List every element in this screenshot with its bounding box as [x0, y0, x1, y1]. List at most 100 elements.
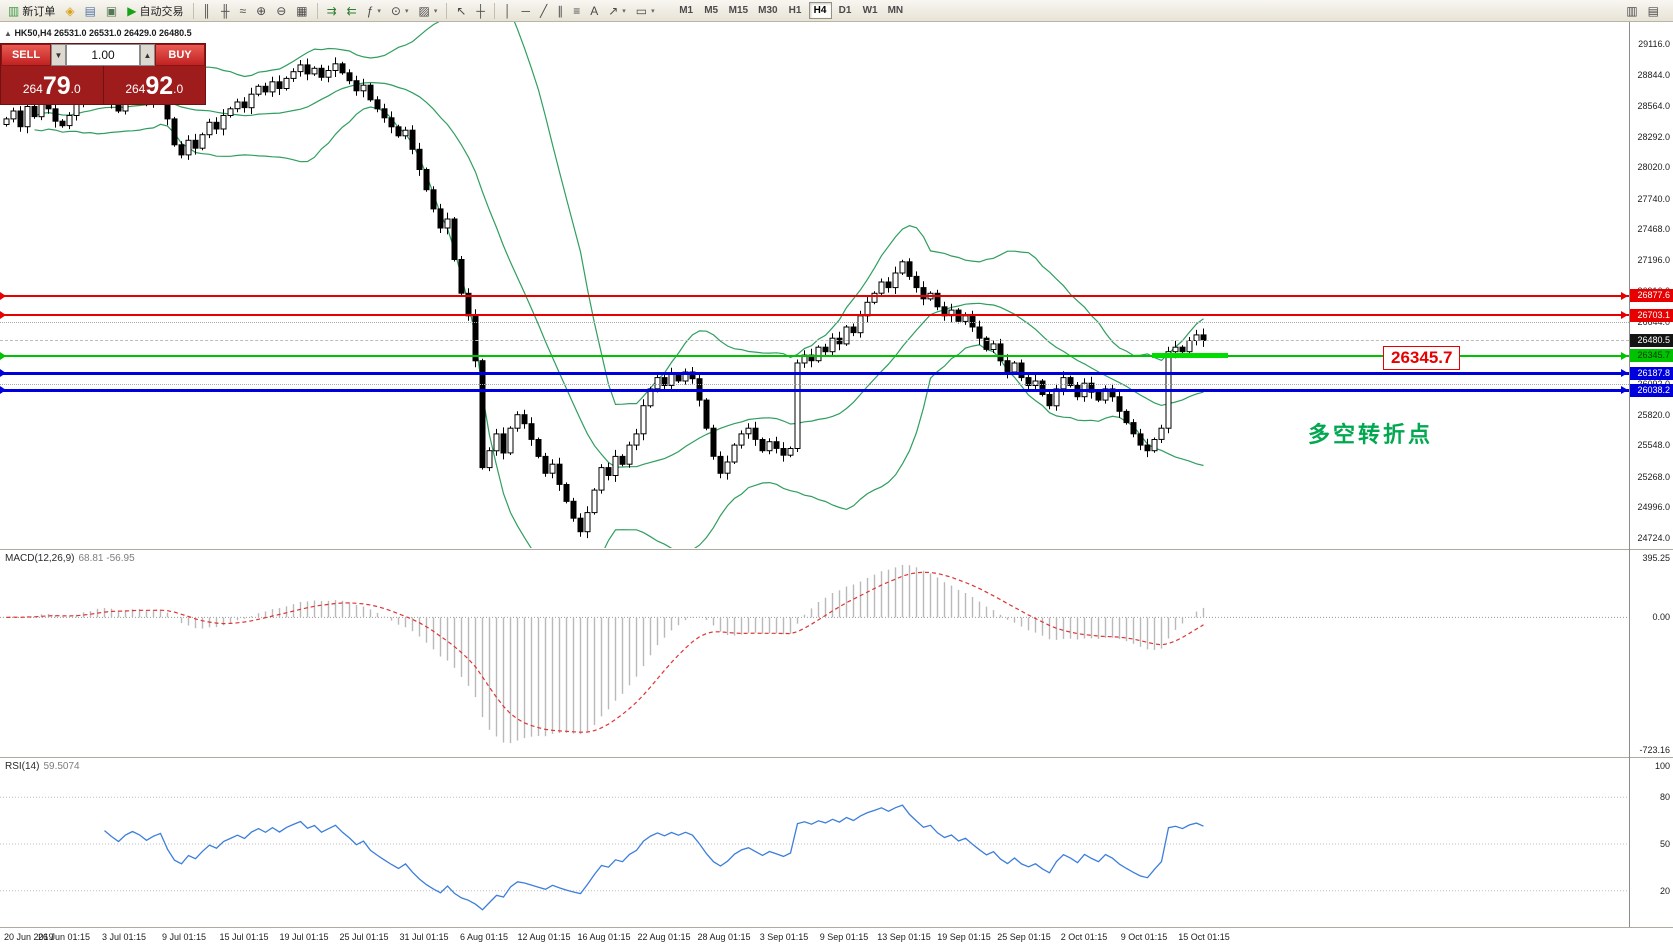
line-right-marker-icon — [1621, 311, 1628, 320]
print-button[interactable]: ▥ — [1621, 1, 1642, 21]
macd-name: MACD(12,26,9) — [5, 553, 75, 564]
market-watch-button[interactable]: ◈ — [60, 1, 79, 21]
chart-shift-button[interactable]: ⇇ — [342, 1, 362, 21]
horizontal-line-button[interactable]: ─ — [516, 1, 535, 21]
window-list-button[interactable]: ▤ — [1643, 1, 1664, 21]
price-scale-label: 25820.0 — [1637, 409, 1670, 420]
volume-decrease-button[interactable]: ▼ — [51, 44, 66, 66]
text-icon: A — [590, 3, 599, 18]
auto-trading-button[interactable]: ▶ 自动交易 — [122, 1, 188, 21]
candlestick-icon: ╫ — [221, 3, 230, 18]
price-scale-label: 28844.0 — [1637, 69, 1670, 80]
main-pane[interactable] — [3, 22, 1207, 587]
horizontal-line-26038.2[interactable] — [0, 388, 1629, 392]
indicator-scale-label: 395.25 — [1642, 553, 1670, 563]
bar-chart-button[interactable]: ║ — [198, 1, 217, 21]
sell-price: 264 79.0 — [1, 66, 104, 104]
timeframe-h1-button[interactable]: H1 — [788, 5, 802, 16]
time-axis[interactable]: 20 Jun 2019 26 Jun 01:15 3 Jul 01:15 9 Jul … — [0, 928, 1673, 948]
line-left-marker-icon — [0, 291, 6, 300]
dropdown-arrow-icon[interactable]: ▾ — [651, 7, 655, 15]
dropdown-arrow-icon[interactable]: ▾ — [622, 7, 626, 15]
zoom-in-icon: ⊕ — [256, 3, 267, 18]
timeframe-w1-button[interactable]: W1 — [862, 5, 878, 16]
bollinger-bands — [34, 22, 1204, 548]
new-order-button[interactable]: ▥ 新订单 — [3, 1, 60, 21]
time-axis-label: 25 Jul 01:15 — [339, 932, 389, 942]
price-level-badge: 26877.6 — [1630, 289, 1673, 303]
bollinger-middle — [34, 81, 1204, 468]
candlestick-chart-button[interactable]: ╫ — [216, 1, 235, 21]
price-callout-label[interactable]: 26345.7 — [1383, 346, 1461, 370]
price-level-badge: 26703.1 — [1630, 308, 1673, 322]
turning-point-annotation[interactable]: 多空转折点 — [1308, 422, 1434, 447]
time-axis-label: 3 Sep 01:15 — [759, 932, 809, 942]
zoom-out-icon: ⊖ — [276, 3, 287, 18]
symbol-ohlc-readout: ▲ HK50,H4 26531.0 26531.0 26429.0 26480.… — [4, 28, 192, 38]
horizontal-line-26187.8[interactable] — [0, 371, 1629, 375]
current-price-line — [0, 340, 1629, 342]
price-scale-label: 26644.0 — [1637, 317, 1670, 328]
zoom-out-button[interactable]: ⊖ — [271, 1, 291, 21]
cursor-button[interactable]: ↖ — [451, 1, 471, 21]
timeframe-mn-button[interactable]: MN — [887, 5, 904, 16]
price-scale-border — [1629, 22, 1630, 928]
indicator-scale-label: 20 — [1659, 885, 1670, 896]
bid-ask-prices: 264 79.0 264 92.0 — [1, 66, 205, 104]
horizontal-line-26877.6[interactable] — [0, 294, 1629, 297]
line-chart-button[interactable]: ≈ — [235, 1, 252, 21]
time-axis-label: 25 Sep 01:15 — [997, 932, 1051, 942]
data-window-button[interactable]: ▤ — [80, 1, 101, 21]
trendline-button[interactable]: ╱ — [535, 1, 552, 21]
sell-button[interactable]: SELL — [1, 44, 51, 66]
indicators-button[interactable]: ƒ ▾ — [362, 1, 386, 21]
navigator-button[interactable]: ▣ — [101, 1, 122, 21]
vertical-line-button[interactable]: │ — [499, 1, 517, 21]
timeframe-m30-button[interactable]: M30 — [758, 5, 778, 16]
pane-separator[interactable] — [0, 757, 1673, 758]
tile-windows-button[interactable]: ▦ — [291, 1, 312, 21]
shapes-tool-button[interactable]: ▭ ▾ — [631, 1, 660, 21]
periods-button[interactable]: ⊙ ▾ — [386, 1, 414, 21]
timeframe-m15-button[interactable]: M15 — [728, 5, 749, 16]
pane-separator[interactable] — [0, 549, 1673, 550]
crosshair-button[interactable]: ┼ — [471, 1, 490, 21]
channel-button[interactable]: ∥ — [552, 1, 568, 21]
cursor-icon: ↖ — [456, 3, 467, 18]
printer-icon: ▥ — [1626, 3, 1638, 18]
timeframe-h4-button[interactable]: H4 — [808, 2, 832, 19]
line-right-marker-icon — [1621, 369, 1628, 378]
dropdown-arrow-icon[interactable]: ▾ — [377, 7, 381, 15]
time-axis-label: 2 Oct 01:15 — [1060, 932, 1108, 942]
fibonacci-button[interactable]: ≡ — [568, 1, 585, 21]
dropdown-arrow-icon[interactable]: ▾ — [404, 7, 409, 15]
price-scale-label: 25548.0 — [1637, 440, 1670, 451]
text-tool-button[interactable]: A — [585, 1, 603, 21]
pane-separator[interactable] — [0, 927, 1673, 928]
indicator-scale-label: 50 — [1659, 839, 1670, 849]
bar-chart-icon: ║ — [202, 3, 212, 18]
timeframe-m1-button[interactable]: M1 — [679, 5, 694, 16]
toolbar-button-groups: ▥ 新订单 ◈ ▤ ▣ ▶ 自动交易 ║ ╫ ≈ ⊕ ⊖ ▦ ⇉ ⇇ ƒ ▾ ⊙ ▾ ▨ ▾ ↖ ┼ │ ─ ╱ ∥ ≡ A ↗ ▾ ▭ ▾ — [3, 0, 660, 22]
timeframe-m5-button[interactable]: M5 — [704, 5, 719, 16]
volume-input[interactable] — [66, 44, 140, 66]
chart-canvas[interactable] — [0, 22, 1673, 948]
horizontal-line-26345.7[interactable] — [0, 354, 1629, 357]
time-axis-label: 9 Oct 01:15 — [1120, 932, 1168, 942]
arrows-tool-button[interactable]: ↗ ▾ — [603, 1, 631, 21]
toolbar-right-icons: ▥ ▤ — [1621, 0, 1664, 22]
buy-button[interactable]: BUY — [155, 44, 205, 66]
zoom-in-button[interactable]: ⊕ — [251, 1, 271, 21]
templates-button[interactable]: ▨ ▾ — [414, 1, 443, 21]
dropdown-arrow-icon[interactable]: ▾ — [433, 7, 438, 15]
volume-increase-button[interactable]: ▲ — [140, 44, 155, 66]
support-highlight-segment[interactable] — [1152, 353, 1228, 359]
time-axis-label: 9 Sep 01:15 — [819, 932, 869, 942]
auto-scroll-button[interactable]: ⇉ — [322, 1, 342, 21]
rsi-indicator-label: RSI(14) 59.5074 — [5, 761, 80, 772]
horizontal-line-26703.1[interactable] — [0, 314, 1629, 317]
price-scale-label: 27468.0 — [1637, 224, 1670, 235]
horizontal-line-icon: ─ — [521, 3, 530, 18]
timeframe-d1-button[interactable]: D1 — [838, 5, 852, 16]
